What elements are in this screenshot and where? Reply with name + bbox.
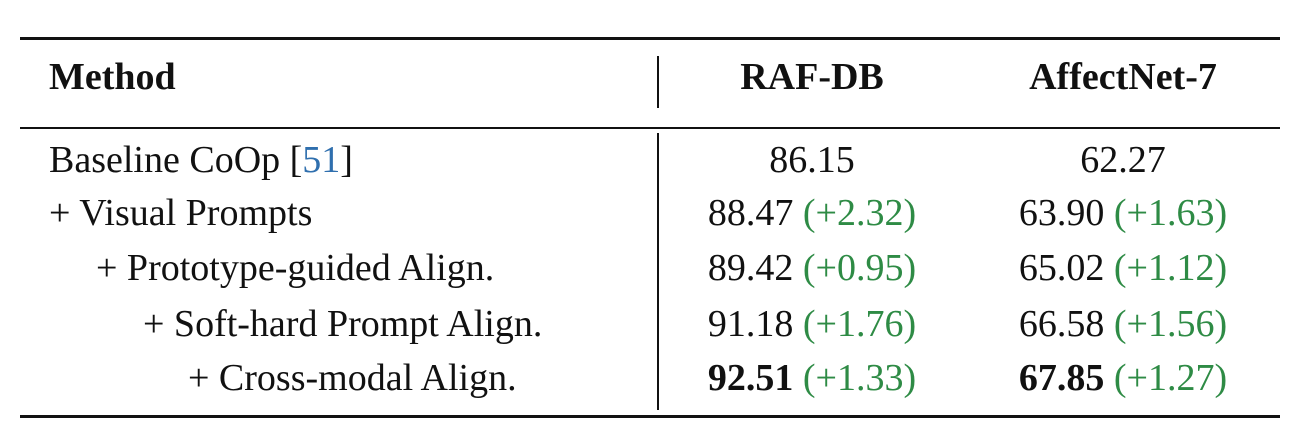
table-row-method: Baseline CoOp [51] [49,137,353,183]
table-cell-raf-db: 89.42 (+0.95) [662,245,962,291]
header-raf-db: RAF-DB [740,56,884,98]
column-divider-header [657,56,659,108]
method-label-suffix: ] [340,139,353,181]
table-row-method: + Prototype-guided Align. [96,247,495,289]
table-cell-affectnet: 66.58 (+1.56) [968,301,1278,347]
raf-db-value-best: 92.51 [707,357,794,399]
method-label: Baseline CoOp [ [49,139,303,181]
affectnet-value: 62.27 [1080,139,1166,181]
header-affectnet: AffectNet-7 [1029,56,1217,98]
affectnet-delta: (+1.56) [1113,303,1228,345]
table-cell-raf-db: 92.51 (+1.33) [662,355,962,401]
citation-link[interactable]: 51 [302,139,341,181]
table-row-method: + Soft-hard Prompt Align. [143,303,543,345]
table-cell-raf-db: 91.18 (+1.76) [662,301,962,347]
affectnet-delta: (+1.12) [1113,247,1228,289]
raf-db-value: 88.47 [707,192,794,234]
table-cell-affectnet: 67.85 (+1.27) [968,355,1278,401]
raf-db-delta: (+1.33) [802,357,917,399]
header-method: Method [49,56,176,98]
table-header-rule [20,127,1280,129]
raf-db-value: 91.18 [707,303,794,345]
table-bottom-rule [20,415,1280,418]
affectnet-value-best: 67.85 [1018,357,1105,399]
table-row-method: + Visual Prompts [49,192,313,234]
affectnet-value: 63.90 [1018,192,1105,234]
table-cell-affectnet: 63.90 (+1.63) [968,190,1278,236]
table-cell-affectnet: 65.02 (+1.12) [968,245,1278,291]
affectnet-delta: (+1.63) [1113,192,1228,234]
column-divider-body [657,133,659,410]
raf-db-value: 89.42 [707,247,794,289]
affectnet-value: 66.58 [1018,303,1105,345]
affectnet-value: 65.02 [1018,247,1105,289]
table-row-method: + Cross-modal Align. [188,357,517,399]
table-cell-affectnet: 62.27 [968,137,1278,183]
affectnet-delta: (+1.27) [1113,357,1228,399]
raf-db-delta: (+1.76) [802,303,917,345]
table-cell-raf-db: 88.47 (+2.32) [662,190,962,236]
raf-db-value: 86.15 [769,139,855,181]
table-top-rule [20,37,1280,40]
raf-db-delta: (+2.32) [802,192,917,234]
raf-db-delta: (+0.95) [802,247,917,289]
table-cell-raf-db: 86.15 [662,137,962,183]
